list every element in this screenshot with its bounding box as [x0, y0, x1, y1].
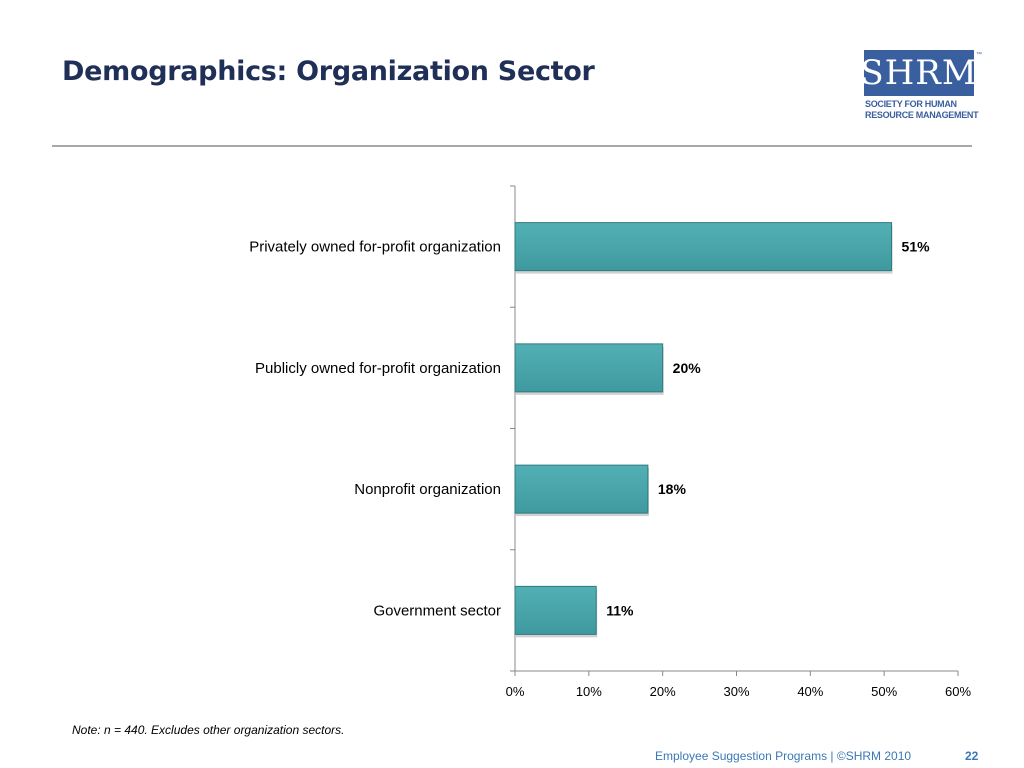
x-tick-label: 50%: [871, 684, 897, 699]
shrm-logo: SHRM ™ SOCIETY FOR HUMAN RESOURCE MANAGE…: [860, 50, 982, 122]
x-tick-label: 20%: [650, 684, 676, 699]
category-label: Government sector: [373, 602, 501, 619]
value-label: 51%: [902, 239, 931, 255]
value-label: 18%: [658, 481, 687, 497]
logo-trademark: ™: [976, 52, 982, 58]
category-label: Nonprofit organization: [354, 481, 501, 498]
footer-text: Employee Suggestion Programs | ©SHRM 201…: [655, 749, 912, 763]
logo-letters: SHRM: [860, 53, 978, 93]
bar-1: [514, 222, 893, 272]
page-number: 22: [965, 749, 979, 763]
bar-2: [514, 343, 664, 393]
logo-tagline-1: SOCIETY FOR HUMAN: [865, 99, 957, 109]
x-tick-label: 10%: [576, 684, 602, 699]
bar-3: [514, 464, 649, 514]
category-label: Privately owned for-profit organization: [249, 239, 501, 256]
slide-title: Demographics: Organization Sector: [62, 56, 595, 87]
x-tick-label: 30%: [723, 684, 749, 699]
x-tick-label: 0%: [506, 684, 525, 699]
value-label: 20%: [673, 360, 702, 376]
bar-4: [514, 585, 597, 635]
x-tick-label: 60%: [945, 684, 971, 699]
title-divider: [52, 145, 972, 147]
logo-tagline-2: RESOURCE MANAGEMENT: [865, 110, 979, 120]
x-tick-label: 40%: [797, 684, 823, 699]
category-label: Publicly owned for-profit organization: [255, 360, 501, 377]
logo-box: SHRM: [860, 50, 977, 96]
chart-note: Note: n = 440. Excludes other organizati…: [72, 723, 345, 737]
value-label: 11%: [606, 602, 634, 618]
